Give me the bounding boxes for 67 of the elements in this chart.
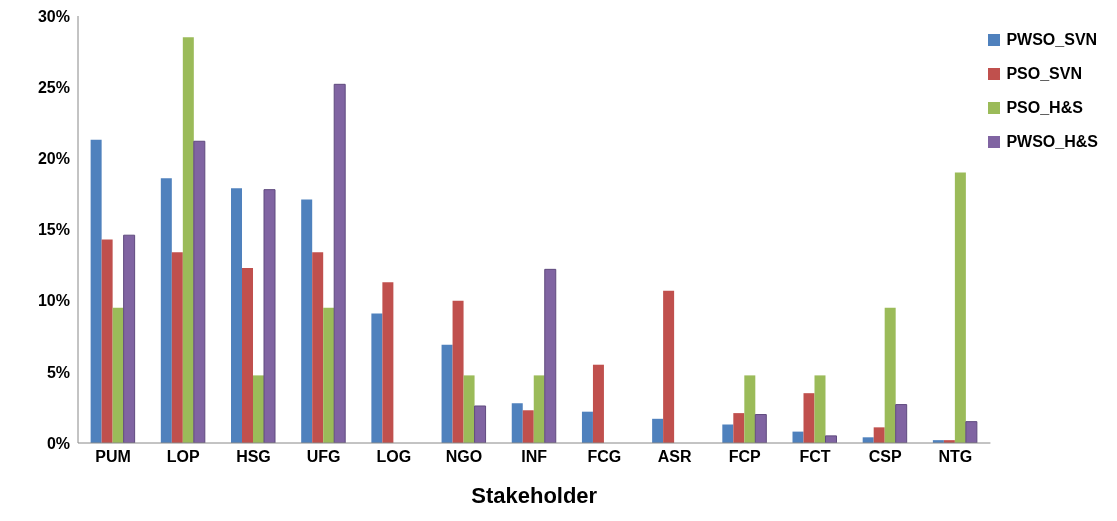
- x-tick-label: LOG: [376, 448, 412, 466]
- x-axis-title: Stakeholder: [471, 483, 598, 508]
- legend-label: PWSO_SVN: [1006, 31, 1098, 49]
- bar: [90, 139, 102, 443]
- bar: [533, 375, 545, 443]
- bar: [382, 282, 394, 443]
- bar: [803, 393, 815, 443]
- bar: [231, 188, 243, 443]
- bar: [581, 411, 593, 443]
- bar: [242, 267, 254, 443]
- bar: [263, 189, 276, 443]
- bar: [733, 413, 745, 443]
- bar: [895, 404, 908, 443]
- bar: [312, 252, 324, 443]
- x-tick-label: FCP: [728, 448, 762, 466]
- y-tick-label: 15%: [37, 221, 70, 239]
- y-tick-label: 5%: [46, 363, 70, 381]
- bar: [544, 268, 557, 443]
- x-tick-label: UFG: [306, 448, 341, 466]
- bar: [965, 421, 978, 443]
- x-tick-label: LOP: [166, 448, 201, 466]
- bar: [123, 234, 136, 443]
- bar: [253, 375, 265, 443]
- bar: [301, 199, 313, 443]
- y-tick-label: 0%: [46, 434, 70, 452]
- y-tick-label: 30%: [37, 7, 70, 25]
- bar: [592, 364, 604, 443]
- bar: [722, 424, 734, 443]
- bar: [754, 414, 767, 443]
- bar: [474, 405, 487, 443]
- bar: [825, 435, 837, 443]
- bar: [522, 410, 534, 443]
- legend-label: PSO_SVN: [1006, 65, 1083, 83]
- x-tick-label: FCG: [587, 448, 622, 466]
- x-tick-label: NGO: [445, 448, 483, 466]
- x-tick-label: INF: [521, 448, 548, 466]
- x-tick-label: FCT: [799, 448, 831, 466]
- bar: [873, 427, 885, 443]
- x-tick-label: CSP: [868, 448, 902, 466]
- y-tick-label: 25%: [37, 78, 70, 96]
- bar: [182, 37, 194, 443]
- bar: [744, 375, 756, 443]
- bar: [333, 83, 346, 443]
- bar: [371, 313, 383, 443]
- x-tick-label: NTG: [938, 448, 973, 466]
- bar: [652, 418, 664, 443]
- legend-label: PSO_H&S: [1006, 99, 1083, 117]
- bar: [101, 239, 113, 443]
- bar: [954, 172, 966, 443]
- x-tick-label: PUM: [95, 448, 131, 466]
- bar: [511, 403, 523, 443]
- bar: [441, 344, 453, 443]
- bar: [663, 290, 675, 443]
- legend-label: PWSO_H&S: [1006, 133, 1098, 151]
- bar: [323, 307, 335, 443]
- bar: [112, 307, 124, 443]
- bar: [160, 178, 172, 443]
- bar: [171, 252, 183, 443]
- x-tick-label: HSG: [236, 448, 271, 466]
- x-tick-label: ASR: [657, 448, 692, 466]
- bar: [452, 300, 464, 443]
- y-tick-label: 10%: [37, 292, 70, 310]
- bar: [193, 140, 206, 443]
- bar: [814, 375, 826, 443]
- bar: [884, 307, 896, 443]
- y-tick-label: 20%: [37, 150, 70, 168]
- bar: [463, 375, 475, 443]
